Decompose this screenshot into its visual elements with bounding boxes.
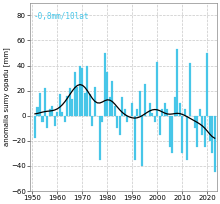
Bar bbox=[136, 110, 138, 116]
Bar bbox=[199, 110, 201, 116]
Bar bbox=[156, 62, 158, 116]
Bar bbox=[134, 116, 136, 160]
Bar bbox=[51, 106, 53, 116]
Bar bbox=[209, 116, 211, 141]
Bar bbox=[114, 106, 116, 116]
Bar bbox=[194, 116, 196, 128]
Bar bbox=[211, 116, 213, 153]
Bar bbox=[39, 93, 41, 116]
Bar bbox=[76, 87, 79, 116]
Bar bbox=[149, 103, 151, 116]
Bar bbox=[141, 116, 143, 166]
Bar bbox=[161, 110, 163, 116]
Bar bbox=[89, 94, 91, 116]
Bar bbox=[106, 72, 108, 116]
Bar bbox=[54, 116, 56, 126]
Bar bbox=[59, 94, 61, 116]
Bar bbox=[196, 116, 198, 147]
Bar bbox=[84, 93, 86, 116]
Bar bbox=[214, 116, 216, 172]
Bar bbox=[164, 103, 166, 116]
Bar bbox=[204, 116, 206, 147]
Bar bbox=[189, 63, 191, 116]
Bar bbox=[41, 116, 44, 122]
Bar bbox=[66, 96, 68, 116]
Bar bbox=[201, 116, 203, 135]
Bar bbox=[166, 110, 168, 116]
Bar bbox=[151, 113, 153, 116]
Bar bbox=[184, 110, 186, 116]
Bar bbox=[56, 112, 59, 116]
Bar bbox=[64, 116, 66, 122]
Bar bbox=[81, 68, 83, 116]
Bar bbox=[91, 116, 94, 126]
Bar bbox=[171, 116, 173, 153]
Bar bbox=[186, 116, 188, 160]
Bar bbox=[176, 49, 178, 116]
Bar bbox=[109, 97, 111, 116]
Bar bbox=[61, 112, 64, 116]
Bar bbox=[74, 72, 76, 116]
Bar bbox=[49, 110, 51, 116]
Bar bbox=[121, 97, 123, 116]
Bar bbox=[119, 116, 121, 135]
Bar bbox=[36, 107, 38, 116]
Bar bbox=[159, 116, 161, 135]
Bar bbox=[174, 97, 176, 116]
Bar bbox=[99, 116, 101, 160]
Y-axis label: anomalia sumy opadu [mm]: anomalia sumy opadu [mm] bbox=[3, 48, 9, 146]
Bar bbox=[169, 116, 171, 147]
Bar bbox=[111, 81, 114, 116]
Bar bbox=[104, 53, 106, 116]
Bar bbox=[139, 91, 141, 116]
Bar bbox=[144, 84, 146, 116]
Bar bbox=[131, 103, 133, 116]
Bar bbox=[154, 116, 156, 122]
Bar bbox=[44, 88, 46, 116]
Bar bbox=[46, 116, 48, 128]
Bar bbox=[94, 87, 96, 116]
Bar bbox=[206, 53, 208, 116]
Text: -0,8mm/10lat: -0,8mm/10lat bbox=[34, 12, 89, 21]
Bar bbox=[181, 116, 183, 153]
Bar bbox=[86, 65, 88, 116]
Bar bbox=[116, 116, 118, 128]
Bar bbox=[126, 116, 128, 122]
Bar bbox=[34, 116, 36, 138]
Bar bbox=[71, 99, 73, 116]
Bar bbox=[79, 65, 81, 116]
Bar bbox=[124, 110, 126, 116]
Bar bbox=[101, 116, 103, 122]
Bar bbox=[69, 88, 71, 116]
Bar bbox=[179, 103, 181, 116]
